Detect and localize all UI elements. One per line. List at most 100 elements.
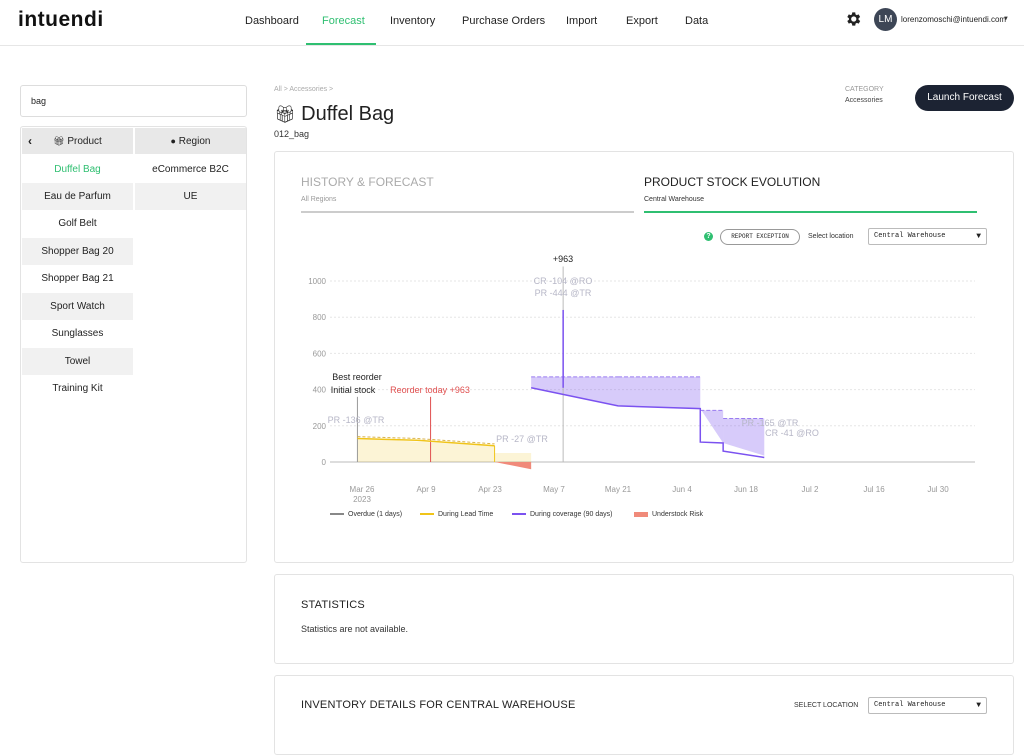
legend-label: Understock Risk	[652, 511, 703, 518]
product-item[interactable]: Eau de Parfum	[22, 183, 133, 210]
product-item[interactable]: Sport Watch	[22, 293, 133, 320]
statistics-title: STATISTICS	[301, 599, 365, 611]
nav-forecast[interactable]: Forecast	[322, 15, 365, 27]
x-tick-label: Jun 4	[672, 485, 692, 494]
product-sku: 012_bag	[274, 129, 310, 139]
legend-swatch	[420, 513, 434, 516]
nav-export[interactable]: Export	[626, 15, 658, 27]
y-tick-label: 400	[313, 386, 327, 395]
breadcrumb[interactable]: All > Accessories >	[274, 86, 334, 93]
nav-data[interactable]: Data	[685, 15, 709, 27]
legend-lead-time[interactable]: During Lead Time	[420, 511, 493, 518]
product-column-header: ‹ 🎁︎ Product	[22, 128, 133, 154]
annotation-best-reorder: Best reorder	[332, 372, 382, 382]
legend-understock[interactable]: Understock Risk	[634, 511, 703, 518]
chart-lines	[356, 266, 765, 462]
search-input[interactable]: bag	[20, 85, 247, 117]
chart-areas	[357, 376, 765, 470]
gift-icon: 🎁︎	[53, 136, 65, 146]
product-item[interactable]: Golf Belt	[58, 218, 97, 229]
tab-history-sub: All Regions	[301, 196, 337, 203]
legend-label: During coverage (90 days)	[530, 511, 613, 518]
coverage-area	[618, 376, 701, 409]
legend-overdue[interactable]: Overdue (1 days)	[330, 511, 402, 518]
user-email[interactable]: lorenzomoschi@intuendi.com	[901, 15, 1007, 24]
nav-import[interactable]: Import	[566, 15, 598, 27]
coverage-area	[723, 418, 765, 456]
inventory-location-label: SELECT LOCATION	[794, 702, 859, 709]
help-icon[interactable]: ?	[704, 232, 713, 241]
legend-label: During Lead Time	[438, 511, 494, 518]
launch-forecast-button[interactable]: Launch Forecast	[915, 85, 1014, 111]
statistics-text: Statistics are not available.	[301, 624, 409, 634]
region-item[interactable]: eCommerce B2C	[152, 164, 229, 175]
tab-stock-sub: Central Warehouse	[644, 196, 705, 203]
legend-swatch	[330, 513, 344, 516]
caret-down-icon[interactable]: ▼	[1003, 16, 1009, 22]
legend-label: Overdue (1 days)	[348, 511, 403, 518]
legend-swatch	[634, 511, 648, 517]
page-title: 🎁︎ Duffel Bag	[274, 103, 394, 126]
product-item[interactable]: Training Kit	[52, 383, 103, 394]
chevron-left-icon[interactable]: ‹	[28, 134, 32, 148]
report-exception-button[interactable]: REPORT EXCEPTION	[720, 229, 800, 245]
annotation-pr-initial: PR -136 @TR	[328, 415, 385, 425]
chart-annotations: +963 CR -104 @RO PR -444 @TR Best reorder In…	[328, 254, 819, 444]
active-nav-indicator	[306, 43, 376, 45]
select-location-label: Select location	[808, 233, 854, 240]
coverage-area	[700, 408, 724, 443]
coverage-area	[531, 376, 618, 406]
annotation-peak: +963	[553, 254, 573, 264]
x-tick-label: Jul 30	[927, 485, 949, 494]
nav-inventory[interactable]: Inventory	[390, 15, 436, 27]
statistics-card	[274, 574, 1014, 664]
annotation-pr: PR -444 @TR	[535, 288, 592, 298]
tab-stock-evolution[interactable]: PRODUCT STOCK EVOLUTION	[644, 175, 821, 189]
inventory-location-select[interactable]: Central Warehouse ▼	[868, 697, 987, 714]
caret-down-icon: ▼	[976, 232, 981, 241]
page-title-text: Duffel Bag	[301, 103, 395, 125]
y-tick-label: 0	[322, 458, 327, 467]
x-tick-label: May 21	[605, 485, 632, 494]
x-tick-label: May 7	[543, 485, 565, 494]
nav-dashboard[interactable]: Dashboard	[245, 15, 299, 27]
coverage-line	[530, 387, 765, 459]
inventory-location-value: Central Warehouse	[874, 701, 946, 709]
product-header-label: Product	[67, 136, 102, 147]
annotation-pr-late: PR -165 @TR	[742, 418, 799, 428]
region-header-label: Region	[178, 136, 211, 147]
globe-icon: ●	[170, 136, 176, 146]
lead-time-tail-area	[494, 452, 532, 462]
app-logo[interactable]: intuendi	[18, 8, 104, 31]
x-tick-label: Apr 23	[478, 485, 502, 494]
product-item[interactable]: Towel	[22, 348, 133, 375]
tab-history-forecast[interactable]: HISTORY & FORECAST	[301, 175, 434, 189]
y-tick-label: 800	[313, 313, 327, 322]
nav-purchase-orders[interactable]: Purchase Orders	[462, 15, 546, 27]
product-item[interactable]: Shopper Bag 20	[22, 238, 133, 265]
product-item[interactable]: Shopper Bag 21	[41, 273, 114, 284]
tab-history-underline	[301, 211, 634, 213]
location-select[interactable]: Central Warehouse ▼	[868, 228, 987, 245]
x-tick-label: Jul 16	[863, 485, 885, 494]
lead-time-dashed-line	[357, 436, 495, 445]
annotation-pr-small: PR -27 @TR	[496, 434, 548, 444]
product-item[interactable]: Sunglasses	[51, 328, 104, 339]
y-tick-label: 600	[313, 349, 327, 358]
annotation-cr: CR -104 @RO	[534, 276, 593, 286]
product-item[interactable]: Duffel Bag	[54, 164, 101, 175]
caret-down-icon: ▼	[976, 701, 981, 710]
lead-time-area	[357, 438, 495, 462]
legend-swatch	[512, 513, 526, 516]
x-tick-label: Mar 26	[350, 485, 375, 494]
avatar[interactable]: LM	[874, 8, 897, 31]
x-tick-label: Jun 18	[734, 485, 759, 494]
annotation-cr-late: CR -41 @RO	[765, 428, 819, 438]
forecast-card	[274, 151, 1014, 563]
lead-time-line	[357, 437, 495, 447]
y-axis-labels: 0 200 400 600 800 1000	[308, 277, 326, 467]
product-region-panel: ‹ 🎁︎ Product ● Region Duffel Bag Eau de …	[20, 126, 247, 563]
legend-coverage[interactable]: During coverage (90 days)	[512, 511, 613, 518]
region-item[interactable]: UE	[135, 183, 246, 210]
gear-icon[interactable]	[844, 10, 862, 28]
